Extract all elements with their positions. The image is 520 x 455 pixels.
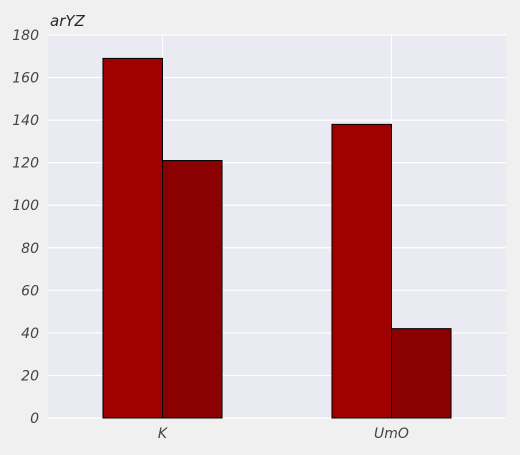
bar-UmO-series-1 xyxy=(331,123,392,419)
bar-UmO-series-2 xyxy=(391,328,452,419)
bar-K-series-2 xyxy=(162,160,223,419)
y-tick-label: 20 xyxy=(21,368,39,384)
x-tick-label: K xyxy=(158,426,169,442)
y-tick-label: 100 xyxy=(12,198,39,214)
x-tick-label: UmO xyxy=(374,426,409,442)
chart-title: arYZ xyxy=(50,12,86,30)
y-tick-label: 180 xyxy=(12,28,39,44)
bar-K-series-1 xyxy=(102,57,163,419)
y-tick-label: 120 xyxy=(12,156,39,172)
y-tick-label: 140 xyxy=(12,113,39,129)
y-tick-label: 80 xyxy=(21,241,39,257)
y-tick-label: 0 xyxy=(30,411,39,427)
bars xyxy=(102,57,452,419)
y-tick-label: 40 xyxy=(21,326,39,342)
y-axis-ticks: 0 20 40 60 80 100 120 140 160 180 xyxy=(12,28,39,427)
x-axis-ticks: K UmO xyxy=(158,426,409,442)
y-tick-label: 160 xyxy=(12,71,39,87)
y-tick-label: 60 xyxy=(21,283,39,299)
